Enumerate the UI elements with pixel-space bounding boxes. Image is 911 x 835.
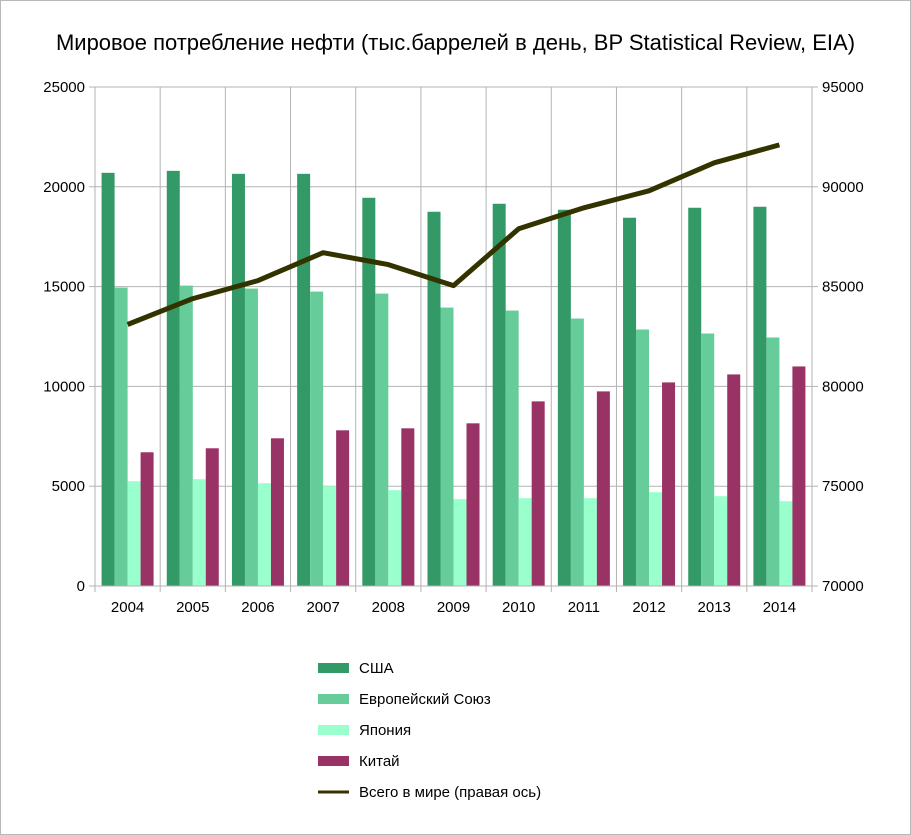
x-tick-label: 2010: [502, 599, 535, 616]
bar-5-series-1: [440, 307, 454, 586]
bar-5-series-2: [453, 499, 467, 586]
bar-6-series-0: [492, 203, 506, 587]
y-tick-label-left: 10000: [43, 378, 85, 395]
x-tick-label: 2005: [176, 599, 209, 616]
y2-tick-label-right: 95000: [822, 79, 864, 96]
legend-label-1: Европейский Союз: [359, 691, 491, 708]
chart-title: Мировое потребление нефти (тыс.баррелей …: [55, 30, 856, 55]
bar-8-series-1: [636, 329, 650, 586]
legend-swatch-0: [318, 663, 349, 673]
bar-2-series-1: [244, 288, 258, 586]
bar-8-series-2: [649, 492, 663, 586]
bar-4-series-1: [375, 293, 389, 586]
bar-7-series-2: [583, 498, 597, 586]
bar-10-series-0: [753, 206, 767, 586]
y2-tick-label-right: 90000: [822, 179, 864, 196]
x-tick-label: 2009: [437, 599, 470, 616]
y-tick-label-left: 15000: [43, 279, 85, 296]
bar-4-series-2: [388, 490, 402, 586]
bar-3-series-0: [297, 173, 311, 587]
legend-label-0: США: [359, 660, 394, 677]
x-tick-label: 2014: [763, 599, 796, 616]
bar-8-series-0: [623, 217, 637, 586]
bar-7-series-1: [570, 318, 584, 586]
x-tick-label: 2011: [568, 599, 600, 616]
x-tick-label: 2004: [111, 599, 144, 616]
bar-0-series-0: [101, 172, 115, 586]
y2-tick-label-right: 75000: [822, 478, 864, 495]
x-tick-label: 2008: [372, 599, 405, 616]
legend-label-2: Япония: [359, 722, 411, 739]
x-tick-label: 2006: [241, 599, 274, 616]
x-tick-label: 2012: [632, 599, 665, 616]
bar-9-series-2: [714, 496, 728, 586]
bar-1-series-3: [205, 448, 219, 586]
x-tick-label: 2007: [306, 599, 339, 616]
y2-tick-label-right: 80000: [822, 378, 864, 395]
legend-swatch-2: [318, 725, 349, 735]
bar-5-series-3: [466, 423, 480, 586]
bar-0-series-1: [114, 287, 128, 586]
bar-10-series-1: [766, 337, 780, 586]
bar-0-series-2: [127, 481, 141, 586]
bar-6-series-3: [531, 401, 545, 586]
y2-tick-label-right: 85000: [822, 279, 864, 296]
x-tick-label: 2013: [698, 599, 731, 616]
bar-6-series-2: [518, 498, 532, 586]
bar-7-series-3: [596, 391, 610, 586]
y-tick-label-left: 5000: [52, 478, 85, 495]
legend-swatch-1: [318, 694, 349, 704]
bar-1-series-0: [166, 170, 180, 586]
bar-2-series-0: [231, 173, 245, 587]
y-tick-label-left: 0: [77, 578, 85, 595]
bar-2-series-3: [270, 438, 284, 586]
bar-9-series-1: [701, 333, 715, 586]
bar-9-series-0: [688, 207, 702, 586]
bar-3-series-1: [310, 291, 324, 586]
bar-10-series-3: [792, 366, 806, 586]
bar-6-series-1: [505, 310, 519, 586]
bar-4-series-3: [401, 428, 415, 586]
y-tick-label-left: 20000: [43, 179, 85, 196]
y-tick-label-left: 25000: [43, 79, 85, 96]
bar-3-series-3: [336, 430, 350, 586]
legend-swatch-3: [318, 756, 349, 766]
bar-4-series-0: [362, 197, 376, 586]
legend-label-3: Китай: [359, 753, 400, 770]
legend-label-4: Всего в мире (правая ось): [359, 784, 541, 801]
bar-7-series-0: [557, 209, 571, 586]
y2-tick-label-right: 70000: [822, 578, 864, 595]
bar-5-series-0: [427, 211, 441, 586]
bar-0-series-3: [140, 452, 154, 586]
bar-9-series-3: [727, 374, 741, 586]
bar-2-series-2: [257, 483, 271, 586]
bar-8-series-3: [662, 382, 676, 586]
bar-1-series-1: [179, 285, 193, 586]
bar-1-series-2: [192, 479, 206, 586]
bar-3-series-2: [323, 486, 337, 586]
bar-10-series-2: [779, 501, 793, 586]
